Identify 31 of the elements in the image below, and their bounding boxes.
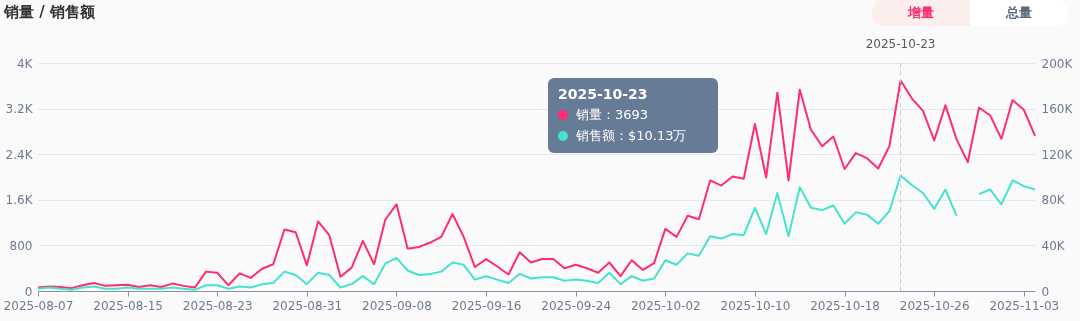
y2-tick-label: 160K xyxy=(1041,102,1074,117)
x-tick-label: 2025-09-08 xyxy=(362,298,432,313)
x-tick-label: 2025-10-02 xyxy=(630,298,701,313)
chart-title: 销量 / 销售额 xyxy=(4,3,95,22)
x-tick-label: 2025-08-23 xyxy=(182,298,253,313)
y-tick-label: 800 xyxy=(9,238,33,253)
y2-tick-label: 120K xyxy=(1041,147,1074,162)
x-tick-label: 2025-09-24 xyxy=(541,298,612,313)
y-tick-label: 4K xyxy=(16,56,34,71)
annotation: 销量：3693 xyxy=(576,106,649,124)
x-tick-label: 2025-08-15 xyxy=(93,298,163,313)
x-tick-label: 2025-10-10 xyxy=(720,298,791,313)
annotation: 销售额：$10.13万 xyxy=(576,127,687,145)
x-tick-label: 2025-10-18 xyxy=(810,298,880,313)
y2-tick-label: 0 xyxy=(1041,284,1050,299)
y2-tick-label: 200K xyxy=(1041,56,1074,71)
x-tick-label: 2025-08-31 xyxy=(272,298,343,313)
x-tick-label: 2025-11-03 xyxy=(989,298,1060,313)
x-tick-label: 2025-09-16 xyxy=(451,298,522,313)
x-tick-label: 2025-08-07 xyxy=(3,298,74,313)
y-tick-label: 2.4K xyxy=(5,147,34,162)
y-tick-label: 0 xyxy=(24,284,33,299)
text: 总量 xyxy=(1004,4,1033,22)
ref-line-label: 2025-10-23 xyxy=(865,37,936,51)
text: 增量 xyxy=(872,0,970,26)
y-tick-label: 1.6K xyxy=(5,193,34,208)
y2-tick-label: 80K xyxy=(1041,193,1066,208)
y2-tick-label: 40K xyxy=(1041,238,1066,253)
y-tick-label: 3.2K xyxy=(5,102,34,117)
annotation: 2025-10-23 xyxy=(558,86,649,102)
x-tick-label: 2025-10-26 xyxy=(899,298,970,313)
